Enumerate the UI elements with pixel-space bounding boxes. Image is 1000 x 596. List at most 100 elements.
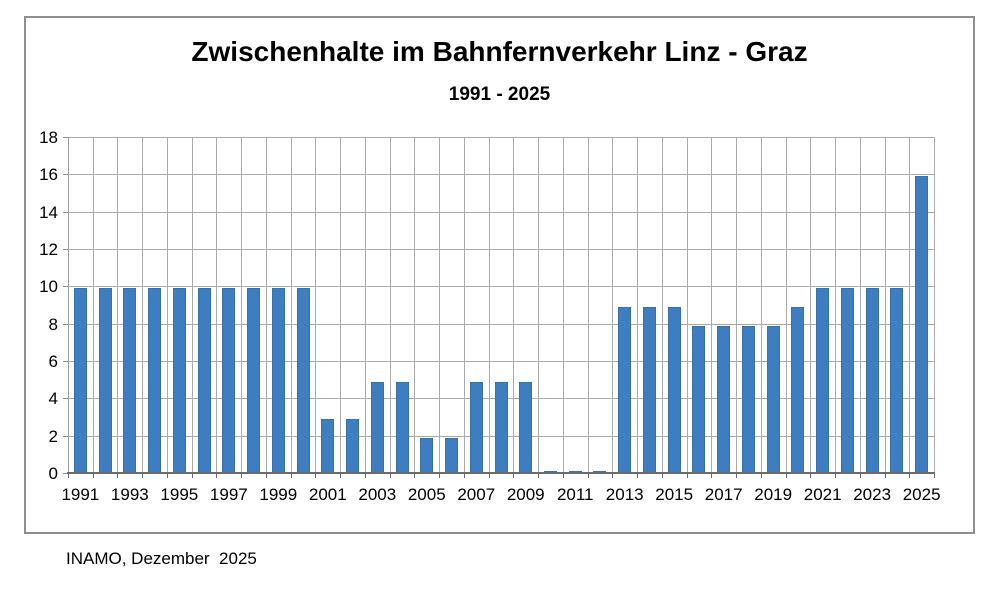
bar <box>494 381 508 473</box>
x-axis-tick <box>934 473 935 478</box>
bar <box>865 288 879 473</box>
bar <box>172 288 186 473</box>
x-axis-tick <box>216 473 218 478</box>
x-axis-tick <box>166 473 168 478</box>
bar <box>840 288 854 473</box>
x-axis-tick <box>117 473 119 478</box>
x-axis-tick <box>513 473 515 478</box>
chart-frame: Zwischenhalte im Bahnfernverkehr Linz - … <box>24 16 975 534</box>
gridline-vertical <box>290 137 292 473</box>
bar <box>519 381 533 473</box>
y-axis-tick <box>63 361 68 362</box>
x-axis-tick <box>191 473 193 478</box>
x-axis-tick <box>241 473 243 478</box>
y-axis-tick <box>63 286 68 288</box>
x-axis-tick <box>414 473 416 478</box>
gridline-horizontal <box>68 137 934 138</box>
x-axis-tick <box>736 473 738 478</box>
x-axis-tick <box>265 473 267 478</box>
x-axis-label: 1991 <box>61 485 100 504</box>
x-axis-tick <box>686 473 688 478</box>
gridline-vertical <box>92 137 94 473</box>
bar <box>642 306 656 473</box>
y-axis-tick <box>63 249 68 250</box>
y-axis-tick <box>63 398 68 400</box>
y-axis-label: 8 <box>48 314 58 334</box>
gridline-vertical <box>934 137 935 473</box>
bar <box>469 381 483 473</box>
gridline-vertical <box>612 137 614 473</box>
bar <box>247 288 261 473</box>
x-axis-tick <box>290 473 292 478</box>
x-axis-tick <box>315 473 317 478</box>
x-axis-tick <box>909 473 911 478</box>
gridline-vertical <box>859 137 861 473</box>
gridline-vertical <box>364 137 366 473</box>
x-axis-tick <box>68 473 69 478</box>
x-axis-label: 1995 <box>160 485 199 504</box>
y-axis-tick <box>63 211 68 213</box>
bar <box>395 381 409 473</box>
bar <box>321 418 335 473</box>
y-axis-label: 16 <box>39 165 58 185</box>
gridline-vertical <box>241 137 243 473</box>
bar <box>197 288 211 473</box>
bar <box>667 306 681 473</box>
gridline-vertical <box>216 137 218 473</box>
y-axis-label: 0 <box>48 464 58 483</box>
x-axis-tick <box>389 473 391 478</box>
x-axis-tick <box>488 473 490 478</box>
bar <box>123 288 137 473</box>
x-axis-tick <box>612 473 614 478</box>
gridline-vertical <box>810 137 812 473</box>
x-axis-label: 2023 <box>853 485 892 504</box>
x-axis-label: 2003 <box>358 485 397 504</box>
gridline-vertical <box>587 137 589 473</box>
x-axis-tick <box>711 473 713 478</box>
y-axis-tick <box>63 323 68 325</box>
x-axis-label: 2019 <box>754 485 793 504</box>
y-axis-tick <box>63 473 68 474</box>
gridline-vertical <box>661 137 663 473</box>
bar <box>222 288 236 473</box>
bar <box>445 437 458 473</box>
gridline-vertical <box>488 137 490 473</box>
gridline-vertical <box>637 137 639 473</box>
gridline-vertical <box>142 137 144 473</box>
gridline-vertical <box>711 137 713 473</box>
gridline-vertical <box>265 137 267 473</box>
bar <box>420 437 434 473</box>
bar <box>73 288 87 473</box>
gridline-vertical <box>513 137 515 473</box>
bar <box>890 288 904 473</box>
y-axis-label: 18 <box>39 128 58 147</box>
y-axis-label: 10 <box>39 277 58 297</box>
x-axis-label: 2015 <box>655 485 694 504</box>
x-axis-label: 2025 <box>902 485 941 504</box>
y-axis-label: 4 <box>48 389 58 409</box>
x-axis-tick <box>439 473 441 478</box>
gridline-vertical <box>439 137 441 473</box>
bar <box>791 306 805 473</box>
chart-subtitle: 1991 - 2025 <box>448 84 551 105</box>
gridline-horizontal <box>68 249 934 250</box>
bar <box>915 176 929 473</box>
gridline-vertical <box>315 137 317 473</box>
gridline-horizontal <box>68 174 934 176</box>
x-axis-label: 2017 <box>704 485 743 504</box>
gridline-vertical <box>340 137 342 473</box>
bar <box>717 325 731 473</box>
bar <box>766 325 780 473</box>
y-axis-label: 12 <box>39 240 58 259</box>
gridline-horizontal <box>68 323 934 325</box>
y-axis-tick <box>63 435 68 437</box>
gridline-horizontal <box>68 286 934 288</box>
bar <box>618 306 632 473</box>
gridline-vertical <box>463 137 465 473</box>
bar <box>148 288 162 473</box>
source-note: INAMO, Dezember 2025 <box>66 549 257 568</box>
x-axis-label: 1999 <box>259 485 298 504</box>
x-axis-label: 2013 <box>605 485 644 504</box>
gridline-vertical <box>835 137 837 473</box>
gridline-vertical <box>686 137 688 473</box>
